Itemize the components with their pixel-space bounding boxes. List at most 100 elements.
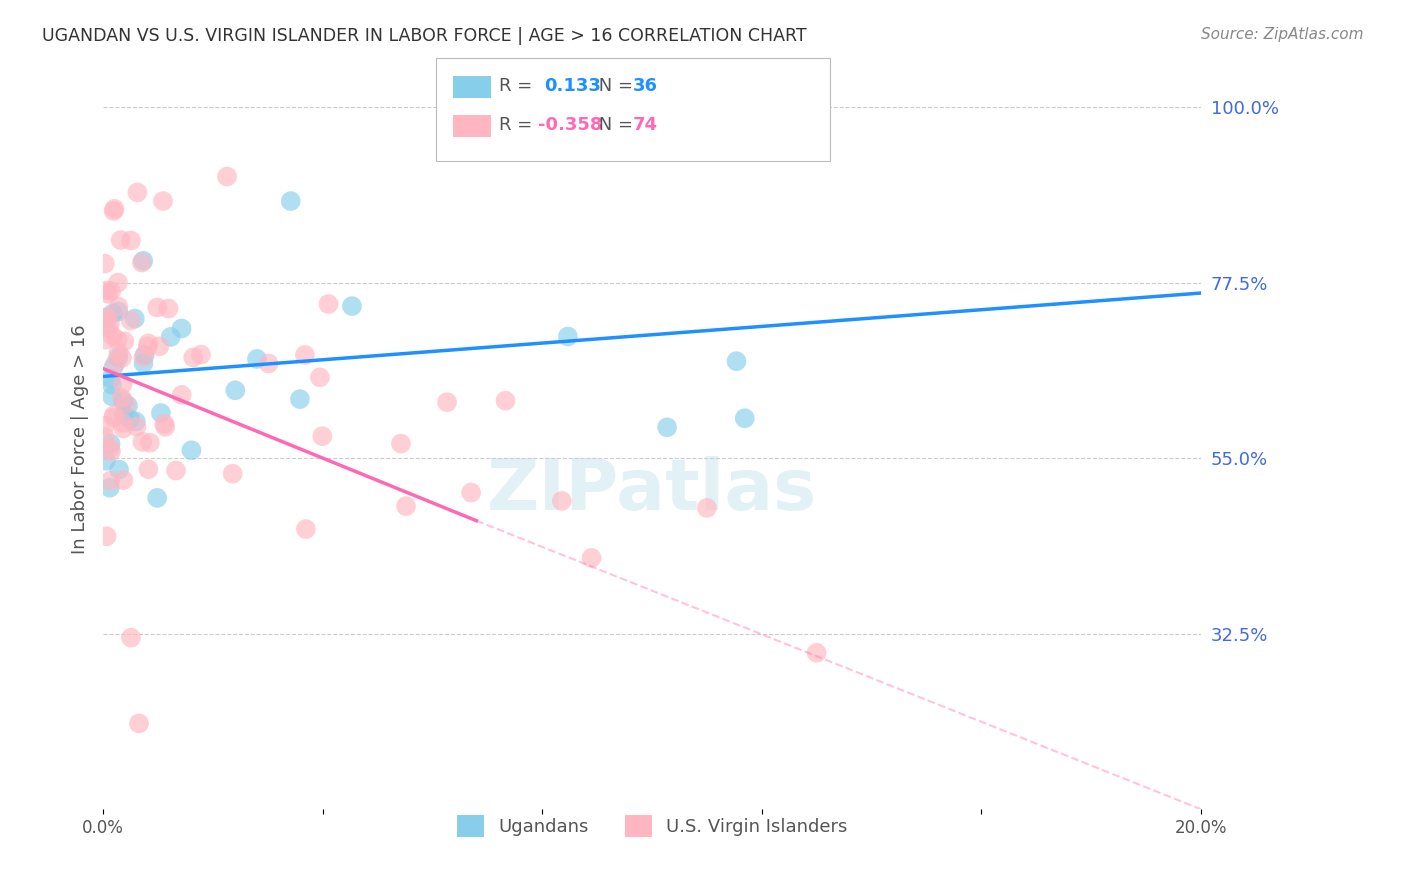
- Point: [100, 285, 122, 299]
- Point: [114, 397, 136, 411]
- Point: [581, 550, 603, 565]
- Point: [107, 350, 129, 364]
- Point: [107, 300, 129, 314]
- Point: [112, 394, 135, 409]
- Text: N =: N =: [593, 116, 640, 134]
- Point: [246, 351, 269, 366]
- Point: [170, 388, 193, 402]
- Point: [138, 462, 160, 476]
- Point: [159, 330, 181, 344]
- Legend: Ugandans, U.S. Virgin Islanders: Ugandans, U.S. Virgin Islanders: [450, 808, 855, 845]
- Point: [149, 406, 172, 420]
- Y-axis label: In Labor Force | Age > 16: In Labor Force | Age > 16: [72, 324, 89, 554]
- Point: [103, 202, 125, 216]
- Point: [112, 334, 135, 349]
- Point: [139, 435, 162, 450]
- Point: [108, 462, 131, 476]
- Point: [98, 442, 121, 456]
- Point: [146, 301, 169, 315]
- Point: [120, 234, 142, 248]
- Point: [107, 345, 129, 359]
- Point: [132, 356, 155, 370]
- Point: [94, 319, 117, 334]
- Point: [98, 316, 121, 330]
- Point: [125, 419, 148, 434]
- Point: [181, 351, 204, 365]
- Point: [103, 359, 125, 374]
- Point: [101, 377, 124, 392]
- Point: [94, 430, 117, 444]
- Point: [180, 443, 202, 458]
- Text: UGANDAN VS U.S. VIRGIN ISLANDER IN LABOR FORCE | AGE > 16 CORRELATION CHART: UGANDAN VS U.S. VIRGIN ISLANDER IN LABOR…: [42, 27, 807, 45]
- Point: [155, 419, 177, 434]
- Point: [340, 299, 363, 313]
- Point: [309, 370, 332, 384]
- Point: [170, 321, 193, 335]
- Point: [215, 169, 238, 184]
- Point: [165, 464, 187, 478]
- Text: 36: 36: [633, 77, 658, 95]
- Text: ZIPatlas: ZIPatlas: [486, 456, 817, 525]
- Point: [98, 481, 121, 495]
- Point: [98, 474, 121, 488]
- Text: N =: N =: [593, 77, 640, 95]
- Point: [132, 253, 155, 268]
- Point: [112, 473, 135, 487]
- Point: [120, 313, 142, 327]
- Text: Source: ZipAtlas.com: Source: ZipAtlas.com: [1201, 27, 1364, 42]
- Point: [551, 494, 574, 508]
- Point: [103, 409, 125, 423]
- Point: [557, 329, 579, 343]
- Point: [280, 194, 302, 208]
- Point: [111, 377, 134, 392]
- Text: R =: R =: [499, 116, 538, 134]
- Point: [153, 417, 176, 431]
- Point: [131, 434, 153, 449]
- Point: [257, 356, 280, 370]
- Point: [318, 297, 340, 311]
- Point: [103, 204, 125, 219]
- Point: [100, 444, 122, 458]
- Point: [110, 233, 132, 247]
- Point: [111, 391, 134, 405]
- Point: [655, 420, 678, 434]
- Point: [96, 284, 118, 298]
- Point: [94, 418, 117, 433]
- Point: [97, 286, 120, 301]
- Point: [100, 436, 122, 450]
- Point: [117, 399, 139, 413]
- Point: [138, 336, 160, 351]
- Point: [101, 389, 124, 403]
- Point: [495, 393, 517, 408]
- Point: [134, 348, 156, 362]
- Point: [103, 410, 125, 425]
- Text: -0.358: -0.358: [538, 116, 603, 134]
- Point: [725, 354, 748, 368]
- Point: [311, 429, 333, 443]
- Point: [131, 255, 153, 269]
- Point: [224, 384, 246, 398]
- Point: [104, 356, 127, 370]
- Point: [136, 340, 159, 354]
- Point: [125, 415, 148, 429]
- Point: [127, 186, 149, 200]
- Point: [96, 310, 118, 325]
- Point: [696, 500, 718, 515]
- Point: [294, 348, 316, 362]
- Point: [94, 257, 117, 271]
- Point: [111, 351, 134, 365]
- Point: [152, 194, 174, 208]
- Text: 74: 74: [633, 116, 658, 134]
- Point: [112, 408, 135, 422]
- Point: [148, 339, 170, 353]
- Point: [157, 301, 180, 316]
- Text: 0.133: 0.133: [544, 77, 600, 95]
- Point: [132, 350, 155, 364]
- Point: [190, 348, 212, 362]
- Point: [124, 311, 146, 326]
- Point: [128, 716, 150, 731]
- Point: [96, 310, 118, 325]
- Point: [295, 522, 318, 536]
- Point: [221, 467, 243, 481]
- Point: [734, 411, 756, 425]
